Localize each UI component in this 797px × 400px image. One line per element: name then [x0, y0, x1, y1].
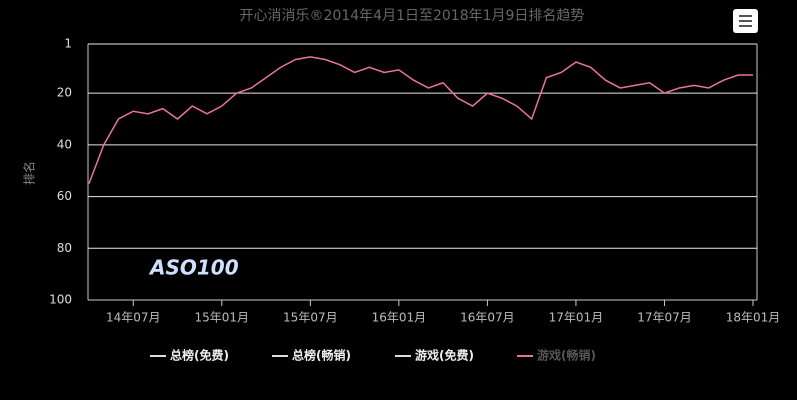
y-tick-label: 20 [57, 86, 72, 100]
legend-item[interactable]: 游戏(免费) [395, 348, 474, 363]
menu-button[interactable] [733, 9, 758, 33]
legend-item[interactable]: 总榜(免费) [150, 348, 229, 363]
legend-item[interactable]: 游戏(畅销) [517, 348, 596, 363]
x-tick-label: 17年07月 [637, 311, 692, 325]
menu-bar [739, 15, 752, 17]
legend-label: 总榜(免费) [170, 348, 229, 363]
legend-label: 游戏(免费) [415, 348, 474, 363]
x-tick-label: 18年01月 [726, 311, 781, 325]
watermark: ASO100 [148, 256, 239, 280]
y-tick-label: 1 [64, 37, 72, 51]
x-tick-label: 16年01月 [372, 311, 427, 325]
legend-item[interactable]: 总榜(畅销) [272, 348, 351, 363]
legend-label: 游戏(畅销) [537, 348, 596, 363]
y-tick-label: 40 [57, 137, 72, 151]
y-tick-label: 100 [49, 293, 72, 307]
x-tick-label: 17年01月 [549, 311, 604, 325]
series-line [88, 56, 753, 184]
x-tick-label: 15年01月 [195, 311, 250, 325]
x-tick-label: 16年07月 [460, 311, 515, 325]
legend-label: 总榜(畅销) [292, 348, 351, 363]
x-tick-label: 14年07月 [106, 311, 161, 325]
x-tick-label: 15年07月 [283, 311, 338, 325]
menu-bar [739, 25, 752, 27]
y-tick-label: 60 [57, 189, 72, 203]
menu-bar [739, 20, 752, 22]
y-tick-label: 80 [57, 241, 72, 255]
y-axis-label: 排名 [22, 161, 37, 185]
chart-title: 开心消消乐®2014年4月1日至2018年1月9日排名趋势 [240, 8, 585, 24]
